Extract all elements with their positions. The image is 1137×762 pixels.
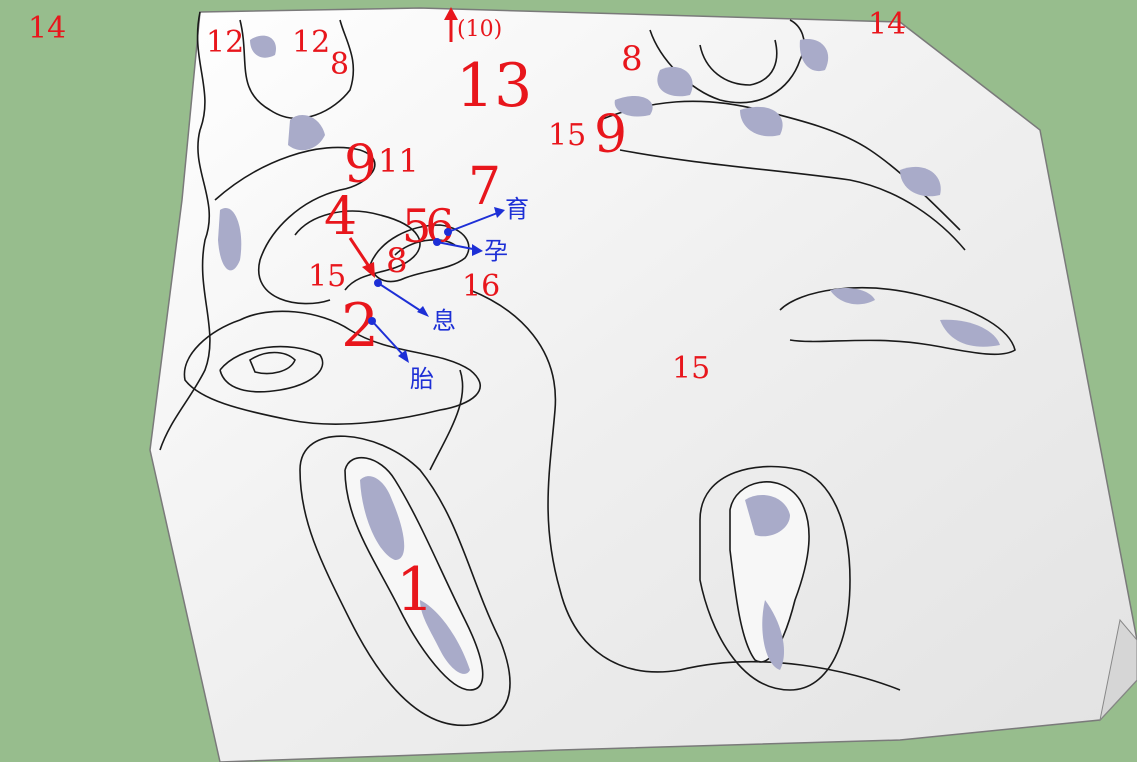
ridge-1-outer [299,435,511,727]
rock-patch-top-4 [799,39,829,72]
contour-right-plateau [779,287,1016,356]
rock-patch-top-1 [250,35,276,58]
label-12-b: 12 [292,25,330,60]
contour-central-lobe [183,310,482,425]
label-8-top: 8 [330,47,349,82]
label-15-left: 15 [308,259,346,294]
arrow-4-head [362,262,375,278]
label-16: 16 [462,269,500,304]
rock-patch-left-1 [218,208,242,271]
label-56: 56 [402,199,452,253]
arrow-xi-head [417,306,429,317]
hill-right-rock-2 [762,600,785,670]
label-11: 11 [378,142,419,180]
arrow-yun-head [472,244,483,256]
ridge-1-rock [360,476,405,560]
hill-right-outer [699,465,851,691]
label-8-mid: 8 [386,241,408,281]
arrow-10-head [444,7,458,20]
label-15-right: 15 [548,118,586,153]
label-7: 7 [468,157,501,217]
arrow-yu-head [494,207,505,218]
arrow-4-shaft [348,237,372,269]
rock-patch-left-2 [288,115,325,151]
label-1: 1 [396,555,434,625]
arrow-xi [377,282,425,314]
rock-patch-top-3 [740,106,783,137]
contour-mid-valley-2 [429,369,464,471]
contour-central-lobe-inner [219,345,324,393]
contour-central-lobe-core [249,351,296,375]
label-9-left: 9 [344,135,377,195]
hill-right-inner [729,481,810,663]
central-knoll [369,224,470,283]
contour-ridge-9 [214,146,376,305]
arrow-yu [447,211,501,233]
arrow-tai [371,320,406,358]
rock-patch-right-1 [900,166,941,197]
label-tai: 胎 [410,365,434,393]
label-9-right: 9 [594,105,627,165]
terrain-side-face [1099,618,1137,722]
label-yu: 育 [505,195,529,223]
contour-inner-hill [294,210,421,291]
label-14-right: 14 [868,7,906,42]
label-10: (10) [457,17,502,42]
rock-patch-right-3 [830,288,875,305]
contour-top-left [159,11,211,451]
contour-right-ridge [619,149,966,251]
rock-patch-top-2 [657,66,693,97]
label-13: 13 [456,51,532,121]
label-4: 4 [324,187,357,247]
rock-patch-right-2 [940,319,1000,347]
rock-patch-mid [614,95,653,117]
hill-right-rock [745,495,790,537]
label-14-left: 14 [28,11,66,46]
arrow-tai-head [398,350,409,363]
label-yun: 孕 [484,237,508,265]
ridge-1-rock-2 [420,600,470,674]
arrow-yun [436,241,479,251]
contour-top-right-bowl-inner [699,39,778,86]
label-2: 2 [341,291,379,361]
label-15-center: 15 [672,351,710,386]
label-xi: 息 [432,307,456,335]
label-12-a: 12 [206,25,244,60]
central-knoll-top [394,239,456,256]
label-8-right: 8 [621,39,643,79]
